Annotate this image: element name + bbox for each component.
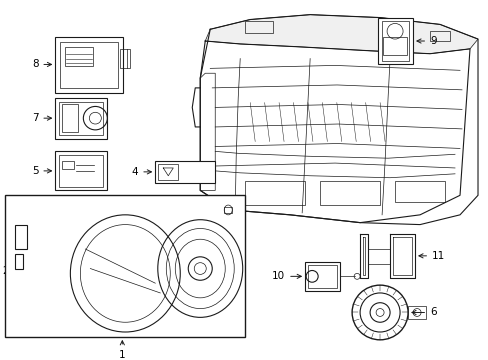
- Bar: [16, 225, 27, 249]
- Bar: [55, 151, 107, 190]
- Polygon shape: [205, 15, 477, 54]
- Text: 2: 2: [2, 264, 19, 276]
- Bar: [244, 181, 305, 205]
- Text: 7: 7: [32, 113, 51, 123]
- Text: 3: 3: [115, 311, 122, 337]
- Bar: [158, 164, 178, 180]
- Bar: [377, 18, 412, 64]
- Bar: [407, 306, 425, 319]
- Text: 6: 6: [411, 307, 436, 318]
- Bar: [59, 155, 103, 186]
- Bar: [60, 42, 118, 88]
- Bar: [5, 195, 244, 337]
- Bar: [120, 49, 130, 68]
- Bar: [394, 181, 444, 202]
- Text: 11: 11: [418, 251, 445, 261]
- Text: 10: 10: [271, 271, 301, 282]
- Bar: [16, 254, 23, 269]
- Bar: [55, 37, 123, 93]
- Polygon shape: [200, 41, 469, 222]
- Text: 4: 4: [131, 167, 151, 177]
- Bar: [224, 207, 232, 213]
- Bar: [59, 102, 103, 135]
- Bar: [382, 37, 406, 55]
- Text: 9: 9: [416, 36, 436, 46]
- Polygon shape: [200, 15, 477, 225]
- Text: 8: 8: [32, 59, 51, 69]
- Bar: [62, 161, 74, 169]
- Bar: [307, 265, 336, 288]
- Text: 1: 1: [119, 341, 125, 360]
- Bar: [155, 161, 215, 183]
- Bar: [429, 31, 449, 41]
- Bar: [305, 262, 340, 291]
- Bar: [62, 104, 78, 132]
- Bar: [65, 47, 93, 66]
- Text: 5: 5: [32, 166, 51, 176]
- Bar: [320, 181, 379, 205]
- Bar: [244, 22, 273, 33]
- Bar: [55, 98, 107, 139]
- Bar: [381, 22, 408, 60]
